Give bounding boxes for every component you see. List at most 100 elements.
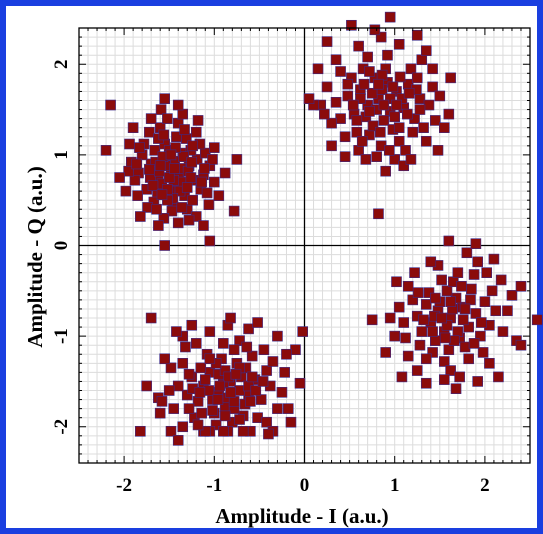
data-point (475, 330, 486, 342)
data-point (303, 93, 315, 104)
data-point (439, 374, 450, 385)
data-point (187, 194, 198, 206)
data-point (252, 317, 263, 328)
data-point (383, 145, 395, 156)
data-point (162, 113, 173, 124)
data-point (163, 172, 175, 183)
data-point (203, 385, 215, 396)
data-point (246, 371, 258, 383)
data-point (172, 99, 184, 111)
data-point (393, 301, 405, 313)
data-point (384, 312, 396, 324)
data-point (272, 330, 283, 342)
data-point (225, 312, 236, 324)
data-point (145, 113, 157, 124)
data-point (199, 425, 211, 437)
data-point (384, 93, 396, 104)
data-point (267, 356, 279, 367)
data-point (402, 108, 413, 120)
data-point (391, 276, 402, 288)
data-point (439, 122, 450, 133)
data-point (351, 126, 363, 138)
data-point (127, 122, 139, 133)
data-point (420, 377, 432, 389)
data-point (180, 341, 191, 353)
data-point (427, 347, 438, 358)
data-point (398, 317, 410, 328)
data-point (129, 174, 141, 186)
data-point (468, 269, 480, 280)
data-point (228, 344, 240, 356)
data-point (186, 156, 198, 168)
data-point (105, 99, 116, 111)
data-point (263, 428, 274, 440)
data-point (141, 380, 152, 392)
data-point (432, 145, 444, 156)
data-point (183, 368, 195, 380)
data-point (335, 113, 346, 124)
data-point (142, 202, 153, 213)
data-point (228, 205, 240, 217)
data-point (531, 314, 543, 326)
data-point (470, 308, 482, 319)
data-point (153, 220, 164, 231)
data-point (210, 419, 222, 431)
data-point (124, 138, 135, 150)
data-point (411, 29, 423, 41)
data-point (472, 256, 483, 268)
data-point (312, 63, 324, 75)
data-point (196, 176, 207, 188)
data-point (171, 131, 182, 143)
data-point (477, 347, 489, 358)
data-point (339, 131, 351, 143)
data-point (371, 151, 382, 162)
data-point (367, 120, 379, 132)
data-point (246, 350, 258, 362)
tick-labels: -2 -1 0 1 2 -2 -1 0 1 2 (51, 60, 490, 497)
data-point (470, 238, 482, 249)
data-point (497, 326, 509, 337)
data-point (347, 99, 359, 111)
data-point (425, 256, 437, 268)
data-point (420, 45, 432, 56)
data-point (178, 151, 189, 162)
data-point (326, 117, 337, 129)
data-point (165, 425, 177, 437)
data-point (402, 350, 414, 362)
data-point (436, 312, 447, 324)
y-axis-label: Amplitude - Q (a.u.) (23, 166, 47, 347)
data-point (237, 425, 249, 437)
data-point (294, 377, 306, 389)
data-point (149, 145, 161, 156)
data-point (171, 326, 182, 337)
data-point (403, 87, 415, 99)
data-point (281, 348, 292, 360)
data-point (429, 115, 441, 126)
data-point (402, 280, 414, 292)
data-point (405, 154, 417, 165)
data-point (168, 403, 180, 414)
data-point (378, 115, 390, 126)
data-point (165, 362, 177, 374)
data-point (369, 24, 381, 36)
data-point (134, 142, 145, 153)
data-point (213, 190, 225, 201)
data-point (245, 396, 256, 407)
data-point (123, 165, 134, 177)
data-point (420, 299, 432, 310)
data-point (445, 296, 456, 307)
data-point (456, 280, 467, 292)
data-point (393, 39, 405, 50)
data-point (411, 72, 423, 84)
data-point (396, 371, 408, 383)
data-point (212, 394, 224, 405)
data-point (241, 341, 253, 353)
data-point (387, 81, 399, 93)
data-point (131, 158, 143, 170)
data-point (144, 126, 155, 138)
data-point (272, 403, 283, 414)
data-point (441, 319, 453, 331)
data-point (353, 145, 364, 156)
data-point (448, 335, 460, 346)
data-point (366, 314, 378, 326)
